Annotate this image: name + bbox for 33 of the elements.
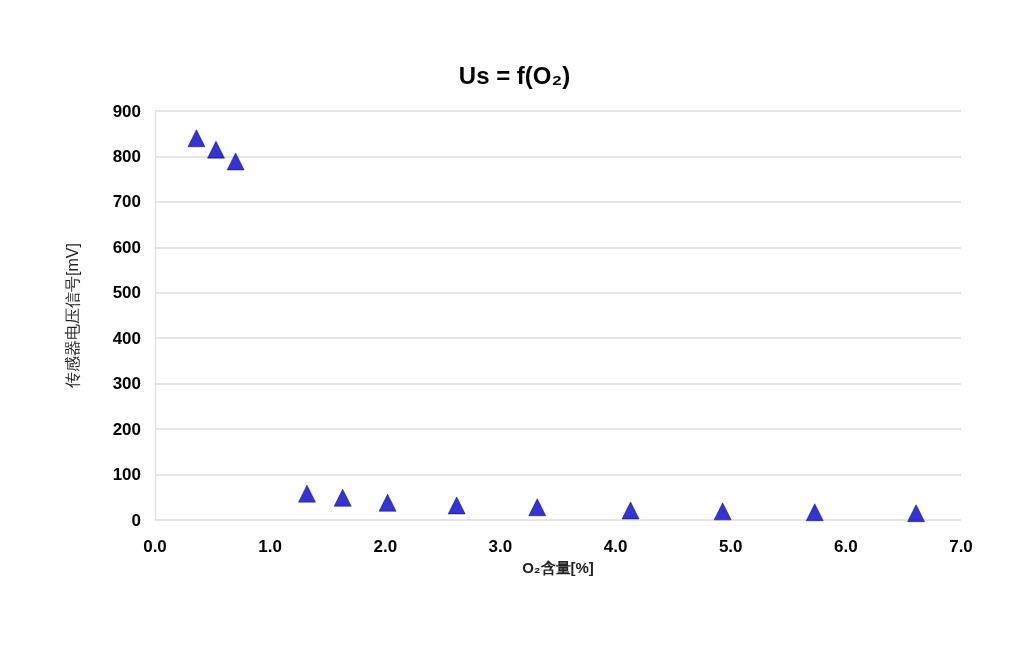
y-tick-label: 400 bbox=[112, 328, 141, 348]
y-tick-label: 0 bbox=[131, 510, 141, 530]
y-tick-label: 200 bbox=[112, 419, 141, 439]
point bbox=[333, 488, 352, 507]
y-tick-label: 800 bbox=[112, 146, 141, 166]
y-tick-label: 100 bbox=[112, 465, 141, 485]
chart-title: Us = f(O₂) bbox=[458, 61, 571, 89]
x-tick-label: 4.0 bbox=[603, 537, 628, 556]
point bbox=[528, 498, 547, 517]
y-axis-title: 传感器电压信号[mV] bbox=[63, 243, 81, 388]
point bbox=[713, 502, 732, 521]
x-tick-label: 5.0 bbox=[718, 537, 743, 556]
point bbox=[187, 129, 206, 148]
y-tick-label: 500 bbox=[112, 283, 141, 303]
point bbox=[907, 504, 925, 522]
x-tick-label: 6.0 bbox=[834, 537, 858, 556]
x-tick-label: 3.0 bbox=[488, 537, 513, 556]
x-tick-label: 7.0 bbox=[949, 537, 973, 556]
point bbox=[805, 503, 824, 522]
y-tick-label: 600 bbox=[112, 237, 141, 257]
x-tick-label: 0.0 bbox=[143, 537, 167, 556]
y-tick-label: 300 bbox=[112, 374, 141, 394]
point bbox=[226, 152, 245, 171]
x-tick-label: 2.0 bbox=[373, 537, 398, 556]
point bbox=[378, 493, 397, 512]
x-tick-label: 1.0 bbox=[258, 537, 282, 556]
y-tick-label: 700 bbox=[112, 192, 141, 212]
y-tick-label: 900 bbox=[112, 101, 141, 121]
x-axis-title: O₂含量[%] bbox=[522, 559, 594, 576]
point bbox=[447, 496, 466, 515]
point bbox=[298, 484, 316, 503]
point bbox=[621, 501, 640, 520]
point bbox=[207, 140, 225, 159]
